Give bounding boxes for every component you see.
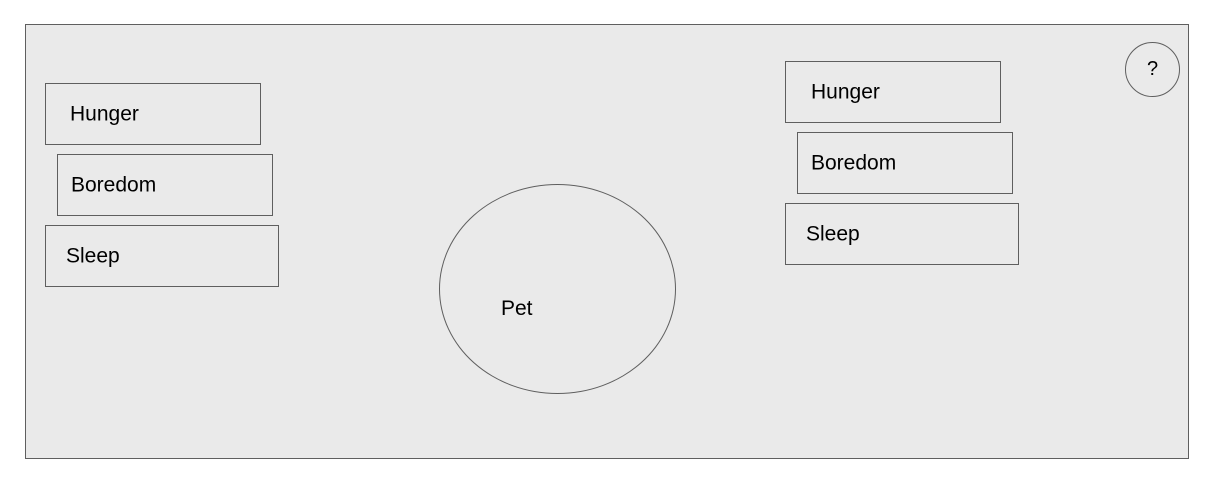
left-hunger-label: Hunger bbox=[70, 102, 139, 126]
pet-label: Pet bbox=[501, 297, 533, 320]
right-hunger-label: Hunger bbox=[811, 80, 880, 104]
right-sleep-label: Sleep bbox=[806, 222, 860, 246]
right-boredom-button[interactable]: Boredom bbox=[797, 132, 1013, 194]
left-sleep-label: Sleep bbox=[66, 244, 120, 268]
left-sleep-button[interactable]: Sleep bbox=[45, 225, 279, 287]
left-boredom-label: Boredom bbox=[71, 173, 157, 197]
help-button[interactable]: ? bbox=[1125, 42, 1180, 97]
pet-circle[interactable]: Pet bbox=[439, 184, 676, 394]
left-hunger-button[interactable]: Hunger bbox=[45, 83, 261, 145]
right-hunger-button[interactable]: Hunger bbox=[785, 61, 1001, 123]
right-boredom-label: Boredom bbox=[811, 151, 897, 175]
help-label: ? bbox=[1146, 58, 1159, 80]
right-sleep-button[interactable]: Sleep bbox=[785, 203, 1019, 265]
left-boredom-button[interactable]: Boredom bbox=[57, 154, 273, 216]
